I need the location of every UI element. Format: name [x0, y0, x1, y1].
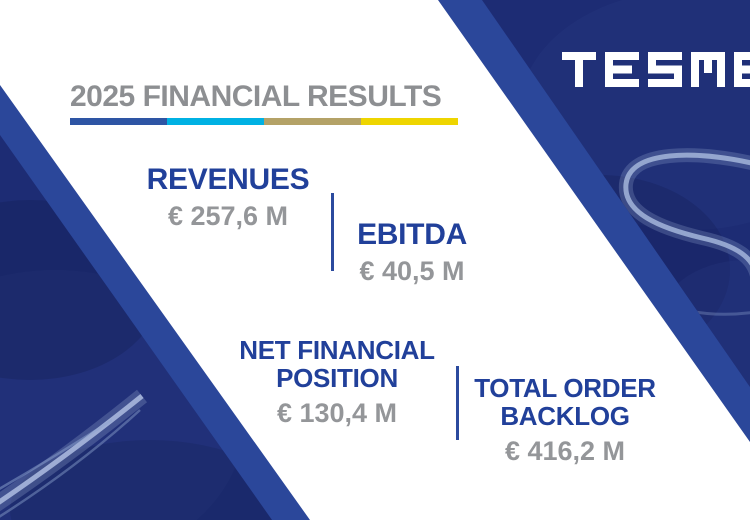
tesmec-logo	[562, 52, 750, 92]
divider-revenues-ebitda	[331, 193, 334, 271]
metric-net-financial-position-value: € 130,4 M	[276, 398, 398, 429]
metric-revenues-label: REVENUES	[146, 163, 310, 196]
metric-revenues: REVENUES € 257,6 M	[88, 164, 368, 232]
metric-net-financial-position-label: NET FINANCIAL POSITION	[239, 335, 435, 393]
metric-total-order-backlog-value: € 416,2 M	[504, 436, 626, 467]
metric-ebitda-label: EBITDA	[357, 218, 467, 251]
metric-net-financial-position: NET FINANCIAL POSITION € 130,4 M	[232, 335, 442, 429]
light-trail-left	[0, 394, 144, 518]
underline-segment-cyan	[167, 118, 264, 125]
metric-revenues-value: € 257,6 M	[167, 200, 289, 231]
underline-segment-yellow	[361, 118, 458, 125]
metric-total-order-backlog-label: TOTAL ORDER BACKLOG	[474, 373, 656, 431]
light-trail-right	[623, 152, 750, 277]
title-block: 2025 FINANCIAL RESULTS	[70, 82, 490, 125]
diagonal-dark-left	[0, 135, 272, 520]
underline-segment-tan	[264, 118, 361, 125]
metric-total-order-backlog: TOTAL ORDER BACKLOG € 416,2 M	[460, 373, 670, 467]
tesmec-logo-icon	[562, 52, 750, 87]
diagonal-dark-right	[482, 0, 750, 387]
divider-nfp-backlog	[456, 366, 459, 440]
metric-ebitda: EBITDA € 40,5 M	[327, 219, 497, 287]
title-underline-bar	[70, 118, 458, 125]
metric-ebitda-value: € 40,5 M	[359, 255, 465, 286]
underline-segment-blue	[70, 118, 167, 125]
page-title: 2025 FINANCIAL RESULTS	[70, 80, 442, 113]
